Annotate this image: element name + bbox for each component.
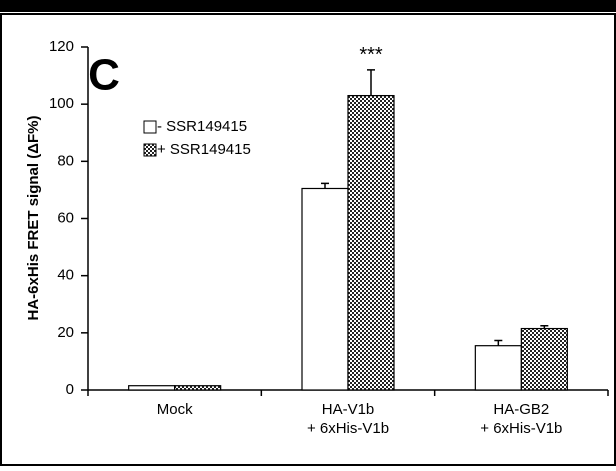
legend-label: + SSR149415 — [157, 141, 251, 158]
error-bar — [494, 339, 503, 346]
y-axis-label: HA-6xHis FRET signal (ΔF%) — [25, 116, 42, 321]
y-tick-label: 80 — [57, 152, 74, 169]
bar — [474, 345, 522, 391]
error-bar — [321, 182, 329, 189]
bar — [520, 327, 568, 391]
bar — [301, 187, 349, 391]
x-tick-label: HA-GB2 — [493, 401, 549, 418]
bar — [347, 94, 395, 391]
legend-swatch — [143, 143, 157, 157]
x-tick-label: Mock — [157, 401, 193, 418]
top-band — [0, 0, 616, 12]
y-tick-label: 60 — [57, 209, 74, 226]
error-bar — [367, 69, 375, 96]
frame — [0, 13, 616, 466]
y-tick-label: 40 — [57, 267, 74, 284]
x-tick-label: HA-V1b — [322, 401, 375, 418]
x-tick-label: + 6xHis-V1b — [480, 420, 562, 437]
panel-label: C — [88, 51, 120, 100]
y-tick-label: 100 — [49, 95, 74, 112]
bar — [128, 385, 176, 391]
y-tick-label: 120 — [49, 38, 74, 55]
error-bar — [540, 324, 549, 329]
legend-swatch — [143, 120, 157, 134]
x-tick-label: + 6xHis-V1b — [307, 420, 389, 437]
annotation: *** — [359, 44, 383, 66]
y-tick-label: 20 — [57, 324, 74, 341]
bar — [174, 385, 222, 391]
legend-label: - SSR149415 — [157, 118, 247, 135]
y-tick-label: 0 — [66, 381, 74, 398]
